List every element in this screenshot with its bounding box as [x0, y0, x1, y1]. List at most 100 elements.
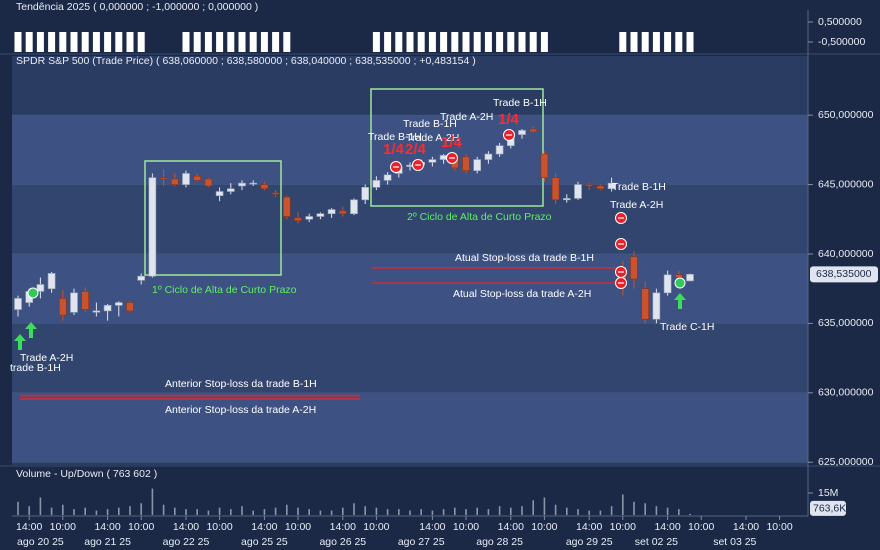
- trend-bar: [14, 32, 22, 52]
- volume-bar: [655, 506, 658, 515]
- trend-bar: [182, 32, 190, 52]
- y-tick-label: 630,000000: [818, 387, 874, 399]
- trend-bar: [126, 32, 134, 52]
- trend-bar: [70, 32, 78, 52]
- entry-arrow: [14, 334, 26, 350]
- volume-bar: [73, 509, 75, 515]
- trend-bar: [59, 32, 67, 52]
- volume-bar: [532, 500, 534, 515]
- x-date-label: set 03 25: [713, 536, 756, 548]
- candle-body: [126, 302, 134, 312]
- volume-bar: [39, 497, 42, 515]
- candle-body: [271, 192, 280, 195]
- candle-body: [204, 178, 213, 187]
- price-title: SPDR S&P 500 (Trade Price) ( 638,060000 …: [16, 55, 476, 67]
- volume-bar: [566, 507, 568, 515]
- trend-bar: [372, 32, 380, 52]
- y-tick-label: 645,000000: [818, 178, 874, 190]
- candle-body: [630, 256, 638, 280]
- volume-bar: [17, 501, 19, 515]
- trend-bar: [137, 32, 145, 52]
- trend-bar: [473, 32, 481, 52]
- candle-body: [518, 130, 526, 135]
- trend-bar: [428, 32, 436, 52]
- annotation: Trade B-1H: [493, 97, 547, 109]
- candle-body: [495, 145, 504, 155]
- candle-body: [137, 275, 145, 281]
- volume-bar: [319, 510, 322, 515]
- volume-bar: [633, 501, 635, 515]
- trend-bar: [238, 32, 246, 52]
- volume-bar: [230, 509, 232, 515]
- volume-bar: [218, 507, 221, 515]
- candle-body: [70, 292, 78, 313]
- trend-bar: [686, 32, 694, 52]
- x-date-label: ago 20 25: [17, 536, 64, 548]
- trade-marker: [27, 287, 39, 299]
- trend-bar: [507, 32, 515, 52]
- trend-bar: [641, 32, 649, 52]
- trend-title: Tendência 2025 ( 0,000000 ; -1,000000 ; …: [16, 1, 258, 13]
- volume-bar: [498, 506, 501, 515]
- annotation: Trade B-1H: [612, 181, 666, 193]
- trend-bar: [395, 32, 403, 52]
- candle-body: [473, 159, 482, 171]
- candle-body: [171, 178, 179, 185]
- volume-bar: [241, 506, 243, 515]
- volume-bar: [386, 509, 389, 515]
- candle-body: [159, 177, 168, 180]
- candle-body: [428, 159, 437, 163]
- candle-body: [47, 273, 56, 289]
- candle-body: [562, 198, 571, 201]
- volume-bar: [644, 503, 646, 515]
- trend-bar: [204, 32, 212, 52]
- stop-label: Anterior Stop-loss da trade B-1H: [165, 378, 317, 390]
- x-tick-label: 10:00: [688, 521, 714, 533]
- candle-body: [81, 291, 89, 310]
- volume-bar: [610, 506, 613, 515]
- candle-body: [215, 191, 224, 196]
- volume-bar: [442, 509, 445, 515]
- candle-body: [529, 128, 538, 133]
- trade-marker: [674, 277, 686, 289]
- volume-bar: [342, 507, 344, 515]
- volume-bar: [353, 503, 355, 515]
- x-tick-label: 14:00: [251, 521, 277, 533]
- trend-bar: [227, 32, 235, 52]
- volume-bar: [599, 510, 602, 515]
- y-tick-label: 640,000000: [818, 248, 874, 260]
- volume-bar: [375, 507, 378, 515]
- candle-body: [92, 310, 101, 313]
- trend-bar: [496, 32, 504, 52]
- x-tick-label: 14:00: [498, 521, 524, 533]
- candle-body: [585, 184, 594, 187]
- volume-bar: [409, 510, 411, 515]
- x-date-label: set 02 25: [635, 536, 678, 548]
- price-band: [12, 253, 808, 324]
- annotation: 2/4: [405, 141, 427, 158]
- trend-bar: [484, 32, 492, 52]
- entry-arrow: [674, 293, 686, 309]
- volume-bar: [330, 510, 333, 515]
- y-tick-label: 0,500000: [818, 16, 862, 28]
- volume-bar: [207, 510, 210, 515]
- annotation: 1/4: [441, 134, 463, 151]
- trend-bar: [619, 32, 627, 52]
- x-tick-label: 10:00: [206, 521, 232, 533]
- trend-bar: [384, 32, 392, 52]
- volume-bar: [274, 507, 277, 515]
- annotation: Trade B-1H: [403, 118, 457, 130]
- volume-bar: [286, 504, 288, 515]
- trend-bar: [81, 32, 89, 52]
- candle-body: [674, 274, 683, 278]
- volume-bar: [252, 510, 254, 515]
- x-tick-label: 14:00: [173, 521, 199, 533]
- volume-bar: [106, 509, 109, 515]
- candle-body: [182, 173, 190, 185]
- candle-body: [14, 298, 22, 310]
- stop-label: Anterior Stop-loss da trade A-2H: [165, 404, 316, 416]
- trend-bar: [249, 32, 257, 52]
- candle-body: [540, 153, 549, 178]
- x-tick-label: 14:00: [576, 521, 602, 533]
- volume-bar: [129, 506, 131, 515]
